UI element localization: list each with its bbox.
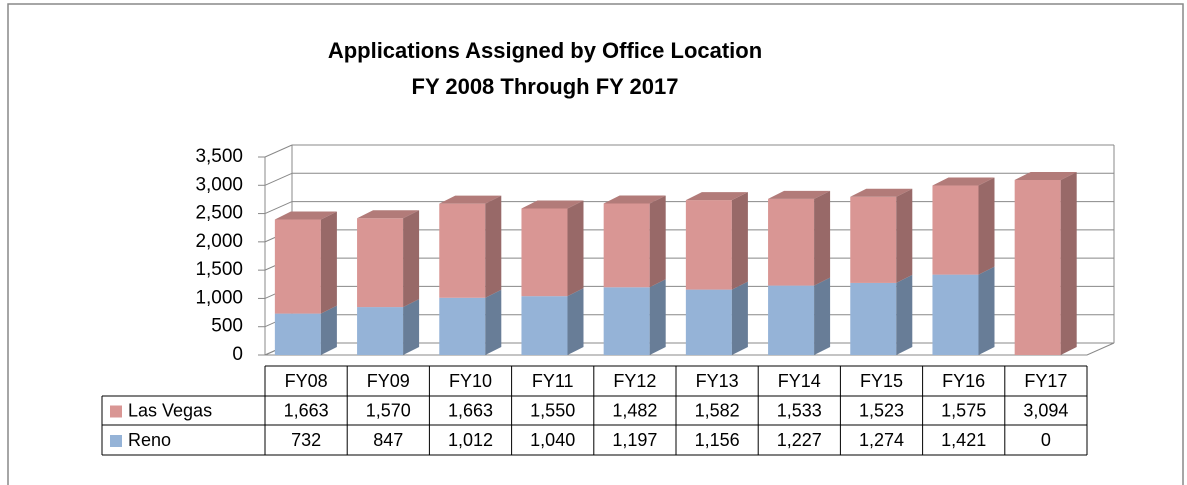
grid-line-side xyxy=(264,201,293,215)
bar xyxy=(768,285,815,355)
bar-side xyxy=(896,274,913,355)
bar-top xyxy=(521,200,584,209)
table-value: 1,575 xyxy=(941,400,986,420)
y-tick-label: 3,000 xyxy=(195,174,243,195)
table-value: 1,523 xyxy=(859,400,904,420)
bar xyxy=(768,198,815,286)
bar-top xyxy=(603,195,666,204)
bar-top xyxy=(439,195,502,204)
bar-top xyxy=(768,190,831,199)
legend-swatch xyxy=(110,435,122,447)
grid-line-side xyxy=(264,172,293,186)
bar-side xyxy=(731,281,748,355)
table-value: 1,012 xyxy=(448,430,493,450)
y-tick-label: 2,500 xyxy=(195,203,243,224)
bar-side xyxy=(896,188,913,283)
table-value: 1,274 xyxy=(859,430,904,450)
bar-side xyxy=(1060,171,1077,355)
bar xyxy=(357,307,404,355)
bar xyxy=(521,208,568,297)
bar xyxy=(274,219,321,314)
bar xyxy=(932,185,979,275)
table-value: 1,550 xyxy=(530,400,575,420)
bar-side xyxy=(485,195,502,298)
table-value: 1,227 xyxy=(777,430,822,450)
bar-side xyxy=(320,211,337,314)
x-tick-label: FY13 xyxy=(696,371,739,391)
bar-side xyxy=(649,279,666,355)
table-value: 1,040 xyxy=(530,430,575,450)
table-value: 847 xyxy=(373,430,403,450)
bar-top xyxy=(850,188,913,197)
bar-top xyxy=(685,192,748,201)
legend-swatch xyxy=(110,405,122,418)
bar-top xyxy=(357,210,420,219)
x-tick-label: FY11 xyxy=(532,371,574,391)
y-tick-label: 2,000 xyxy=(195,231,243,252)
bar-side xyxy=(649,195,666,288)
y-tick-label: 1,500 xyxy=(195,259,243,280)
x-tick-label: FY10 xyxy=(449,371,492,391)
legend-label: Las Vegas xyxy=(128,400,212,420)
bar-top xyxy=(1014,171,1077,180)
bar xyxy=(685,200,732,290)
bar xyxy=(439,203,486,298)
y-tick-label: 1,000 xyxy=(195,287,243,308)
table-value: 1,156 xyxy=(695,430,740,450)
bar-side xyxy=(567,288,584,355)
bar-side xyxy=(320,305,337,355)
x-tick-label: FY16 xyxy=(942,371,985,391)
table-value: 0 xyxy=(1041,430,1051,450)
x-tick-label: FY17 xyxy=(1024,371,1067,391)
bar xyxy=(932,274,979,355)
y-tick-label: 3,500 xyxy=(195,146,243,167)
x-tick-label: FY14 xyxy=(778,371,821,391)
table-value: 3,094 xyxy=(1023,400,1068,420)
table-value: 1,663 xyxy=(284,400,329,420)
bar xyxy=(603,203,650,288)
bar-side xyxy=(814,277,831,355)
bar-side xyxy=(978,177,995,275)
bar xyxy=(850,282,897,355)
bar xyxy=(274,313,321,355)
x-tick-label: FY08 xyxy=(285,371,328,391)
table-value: 1,663 xyxy=(448,400,493,420)
bar xyxy=(850,196,897,283)
bar-side xyxy=(567,200,584,297)
bar xyxy=(603,287,650,355)
y-tick-label: 0 xyxy=(232,344,243,365)
y-tick-label: 500 xyxy=(211,316,243,337)
table-value: 732 xyxy=(291,430,321,450)
table-value: 1,421 xyxy=(941,430,986,450)
bar-side xyxy=(485,289,502,355)
bar xyxy=(521,296,568,355)
table-value: 1,533 xyxy=(777,400,822,420)
bar-side xyxy=(403,299,420,355)
bar-side xyxy=(814,190,831,286)
bar xyxy=(685,289,732,355)
bar-side xyxy=(978,266,995,355)
bar xyxy=(1014,179,1061,355)
bar-side xyxy=(403,210,420,308)
table-value: 1,197 xyxy=(612,430,657,450)
bar xyxy=(357,218,404,308)
chart-subtitle: FY 2008 Through FY 2017 xyxy=(412,74,679,99)
chart-title: Applications Assigned by Office Location xyxy=(328,38,762,63)
table-value: 1,482 xyxy=(612,400,657,420)
bar xyxy=(439,297,486,355)
bar-top xyxy=(932,177,995,186)
grid-line-side xyxy=(264,144,293,158)
x-tick-label: FY15 xyxy=(860,371,903,391)
x-tick-label: FY12 xyxy=(613,371,656,391)
x-tick-label: FY09 xyxy=(367,371,410,391)
bar-top xyxy=(274,211,337,220)
bar-side xyxy=(731,192,748,290)
table-value: 1,582 xyxy=(695,400,740,420)
legend-label: Reno xyxy=(128,430,171,450)
table-value: 1,570 xyxy=(366,400,411,420)
